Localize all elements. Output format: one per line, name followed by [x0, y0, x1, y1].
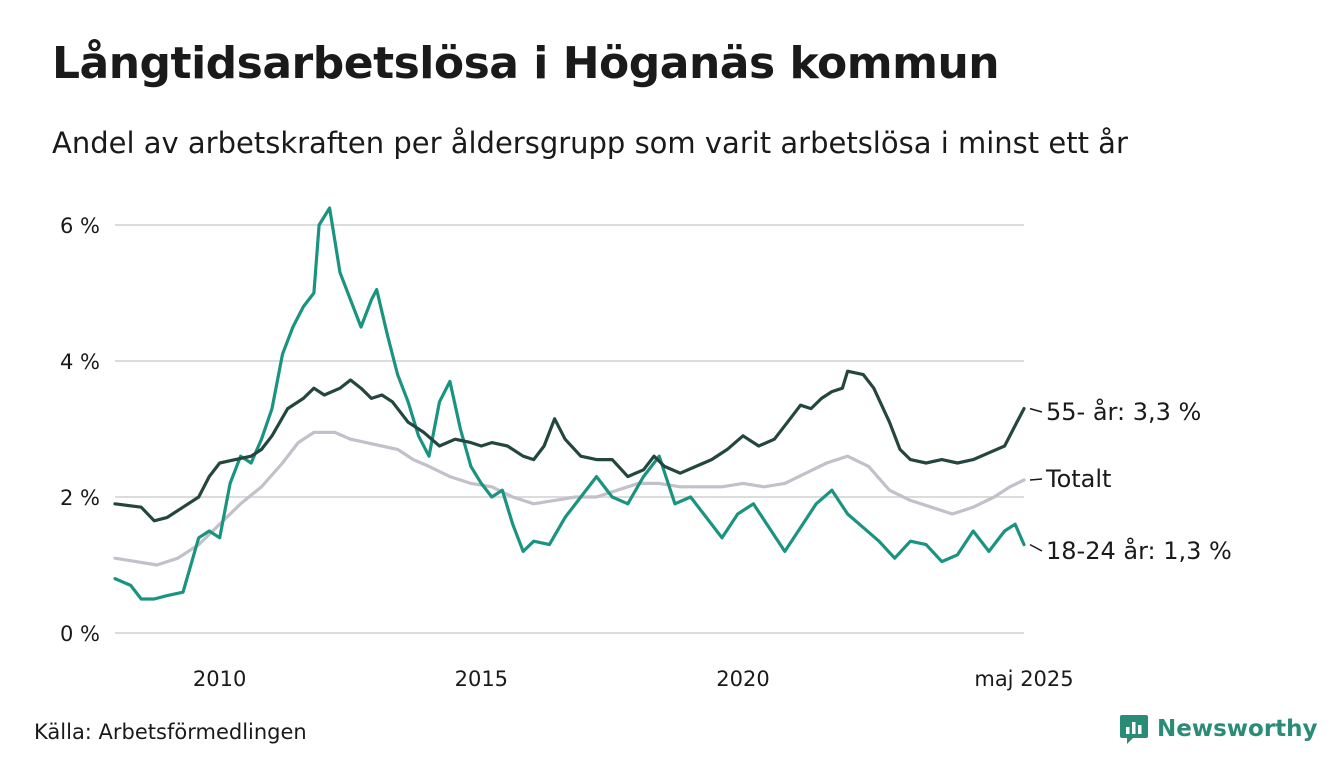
x-tick-label: 2010 [193, 667, 246, 691]
brand-name: Newsworthy [1157, 716, 1318, 742]
series-layer [113, 206, 1026, 601]
x-tick-label: 2020 [716, 667, 769, 691]
grid-layer [115, 224, 1024, 634]
end-label-leader [1029, 478, 1043, 481]
chart-subtitle: Andel av arbetskraften per åldersgrupp s… [52, 126, 1128, 160]
series-line-total [113, 430, 1026, 567]
series-line-s55 [113, 369, 1026, 523]
x-tick-label: 2015 [455, 667, 508, 691]
y-tick-label: 2 % [60, 486, 100, 510]
brand-logo: Newsworthy [1119, 713, 1318, 745]
chart-title: Långtidsarbetslösa i Höganäs kommun [52, 38, 1000, 89]
y-tick-label: 6 % [60, 214, 100, 238]
end-label-s1824: 18-24 år: 1,3 % [1046, 536, 1232, 565]
series-line-s1824 [113, 206, 1026, 601]
y-tick-label: 4 % [60, 350, 100, 374]
end-label-total: Totalt [1045, 465, 1111, 493]
end-label-s55: 55- år: 3,3 % [1046, 397, 1201, 426]
newsworthy-logo-icon [1120, 715, 1148, 744]
y-tick-label: 0 % [60, 622, 100, 646]
x-tick-label: maj 2025 [974, 667, 1073, 691]
label-layer: 0 % 2 % 4 % 6 % 2010 2015 2020 maj 2025 55- år: … [60, 214, 1232, 691]
source-note: Källa: Arbetsförmedlingen [34, 720, 307, 744]
end-label-leader [1029, 407, 1043, 413]
end-label-leader [1029, 543, 1043, 552]
